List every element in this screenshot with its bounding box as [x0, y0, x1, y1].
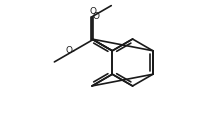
Text: O: O	[93, 12, 100, 21]
Text: O: O	[90, 7, 96, 16]
Text: O: O	[65, 46, 72, 55]
